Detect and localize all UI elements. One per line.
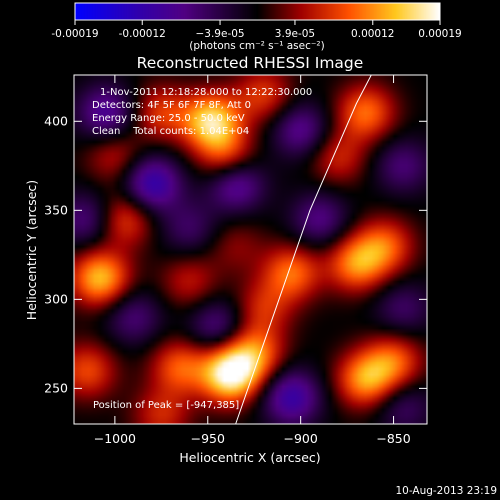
colorbar-tick-label: 0.00012 [351,28,394,40]
x-tick-label: −900 [283,431,317,446]
y-tick-label: 350 [44,202,68,217]
colorbar-tick-label: 3.9e-05 [275,28,315,40]
colorbar-tick-label: 0.00019 [418,28,461,40]
annotation-energy-range: Energy Range: 25.0 - 50.0 keV [92,113,245,124]
colorbar-tick-label: -0.00012 [119,28,166,40]
render-timestamp: 10-Aug-2013 23:19 [395,485,497,497]
y-tick-label: 400 [44,113,68,128]
colorbar-tick-label: -0.00019 [51,28,98,40]
annotation-detectors: Detectors: 4F 5F 6F 7F 8F, Att 0 [92,100,251,111]
x-axis-label: Heliocentric X (arcsec) [179,450,320,465]
x-axis-ticks: −1000 −950 −900 −850 [94,75,411,446]
annotation-clean-counts: Clean Total counts: 1.04E+04 [92,126,249,137]
chart-title: Reconstructed RHESSI Image [137,54,364,72]
colorbar-gradient [75,3,440,20]
peak-position-label: Position of Peak = [-947,385] [93,400,239,411]
colorbar-units-label: (photons cm⁻² s⁻¹ asec⁻²) [189,40,324,52]
x-tick-label: −950 [191,431,225,446]
solar-limb-arc [235,75,372,424]
plot-area [74,75,427,424]
annotation-time-range: 1-Nov-2011 12:18:28.000 to 12:22:30.000 [100,87,312,98]
colorbar-tick-label: −3.9e-05 [195,28,244,40]
heatmap-image [74,75,427,424]
x-tick-label: −850 [376,431,410,446]
y-tick-label: 250 [44,380,68,395]
y-axis-ticks: 250 300 350 400 [44,113,427,395]
x-tick-label: −1000 [94,431,136,446]
colorbar: -0.00019 -0.00012 −3.9e-05 3.9e-05 0.00012 0.… [51,2,462,52]
plot-frame [73,74,428,425]
y-axis-label: Heliocentric Y (arcsec) [24,180,39,320]
colorbar-ticks: -0.00019 -0.00012 −3.9e-05 3.9e-05 0.00012 0.… [51,20,462,40]
colorbar-frame [74,2,441,21]
y-tick-label: 300 [44,291,68,306]
